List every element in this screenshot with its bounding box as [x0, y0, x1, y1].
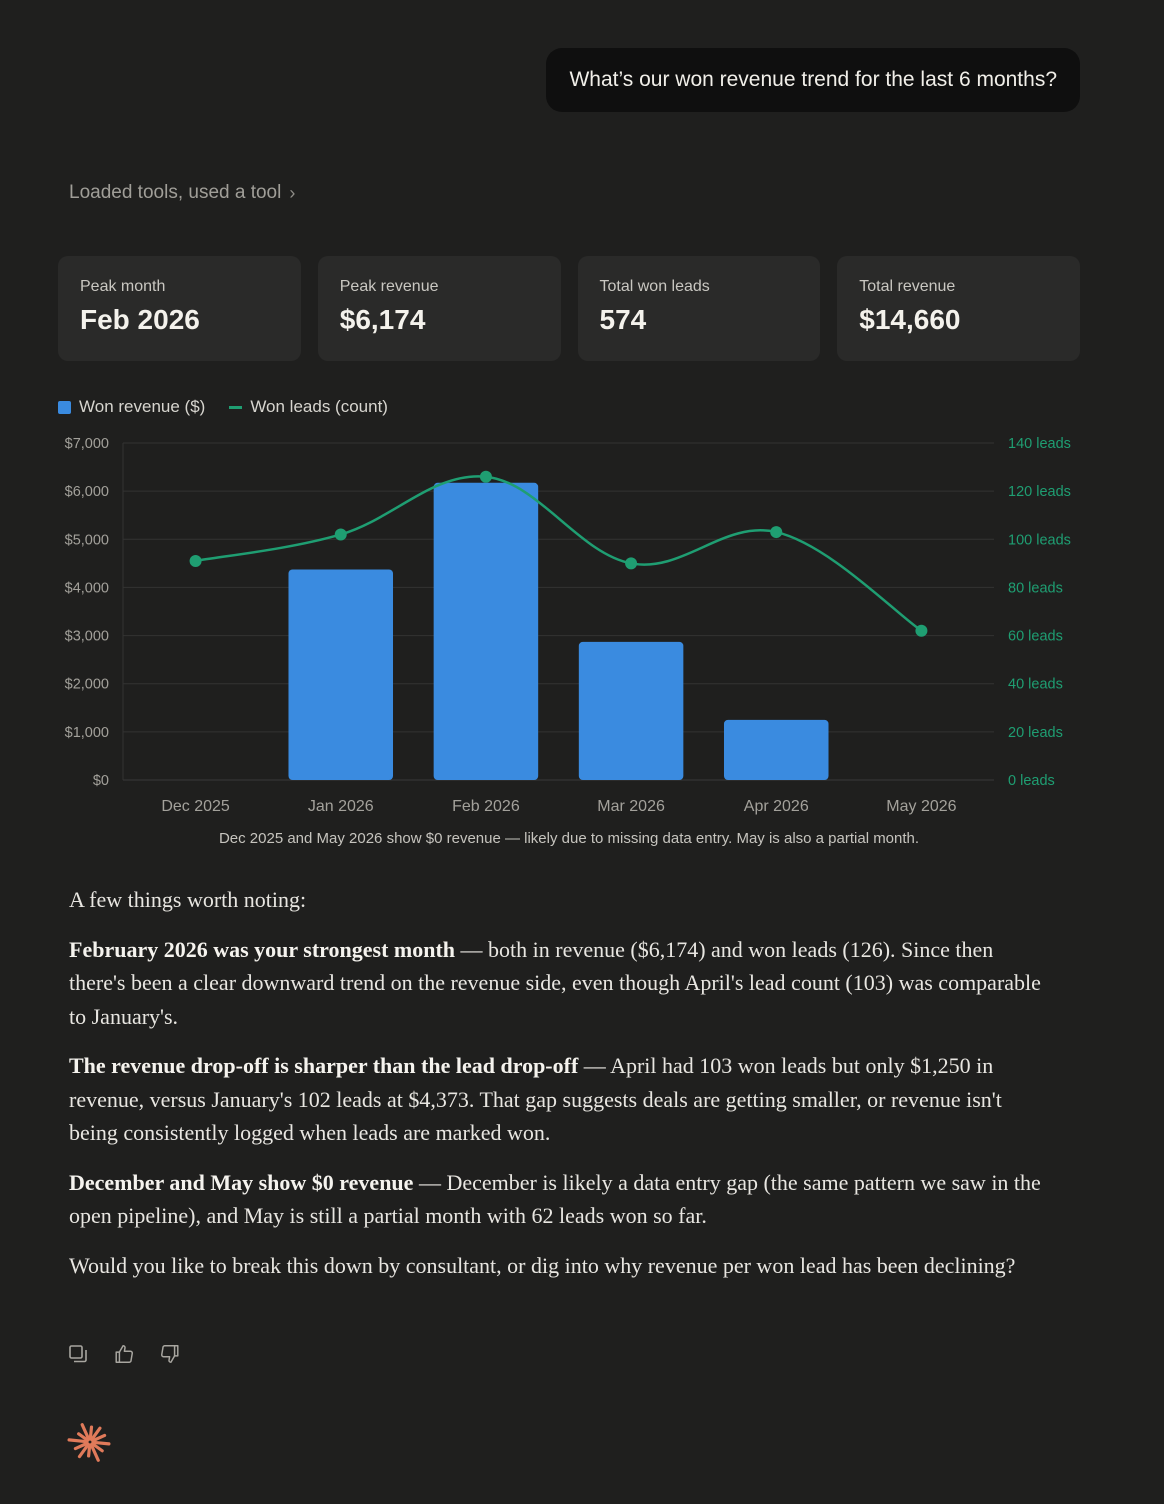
y2-tick-label: 40 leads [1008, 677, 1063, 693]
bar-revenue [723, 719, 829, 780]
bar-revenue [288, 569, 394, 780]
point-leads [334, 528, 347, 541]
legend-leads-label: Won leads (count) [250, 397, 388, 416]
y-tick-label: $0 [93, 773, 109, 789]
kpi-value: Feb 2026 [80, 304, 200, 335]
x-tick-label: Jan 2026 [308, 798, 374, 815]
y2-tick-label: 0 leads [1008, 773, 1055, 789]
y-tick-label: $7,000 [65, 436, 109, 452]
answer-point: December and May show $0 revenue — Decem… [69, 1166, 1044, 1233]
tools-summary-text: Loaded tools, used a tool [69, 182, 282, 203]
assistant-logo-icon [67, 1423, 111, 1462]
logo-ray [88, 1425, 94, 1441]
logo-ray [87, 1443, 92, 1458]
point-leads [625, 557, 638, 570]
answer-point-text: — both in revenue ($6,174) and won leads… [69, 936, 1041, 1029]
bar-revenue [433, 482, 539, 780]
chevron-right-icon: › [289, 182, 296, 203]
x-tick-label: Mar 2026 [597, 798, 665, 815]
kpi-card-total-won-leads: Total won leads 574 [577, 256, 821, 361]
y2-tick-label: 20 leads [1008, 725, 1063, 741]
thumbs-down-button[interactable] [158, 1342, 182, 1366]
y2-tick-label: 120 leads [1008, 484, 1071, 500]
logo-ray [77, 1442, 90, 1459]
user-message-text: What’s our won revenue trend for the las… [569, 68, 1057, 91]
y-tick-label: $5,000 [65, 532, 109, 548]
y-tick-label: $3,000 [65, 629, 109, 645]
y-tick-label: $2,000 [65, 677, 109, 693]
x-tick-label: May 2026 [886, 798, 956, 815]
kpi-label: Peak month [80, 278, 166, 295]
point-leads [189, 554, 202, 567]
kpi-label: Total revenue [859, 278, 956, 295]
answer-point-heading: December and May show $0 revenue [69, 1169, 414, 1195]
chart-legend: Won revenue ($) Won leads (count) [58, 397, 388, 417]
chart-caption: Dec 2025 and May 2026 show $0 revenue — … [218, 830, 920, 847]
thumbs-up-button[interactable] [112, 1342, 136, 1366]
legend-revenue-label: Won revenue ($) [79, 397, 206, 416]
point-leads [770, 526, 783, 539]
point-leads [479, 470, 492, 483]
answer-point: The revenue drop-off is sharper than the… [69, 1049, 1044, 1150]
answer-closing: Would you like to break this down by con… [69, 1252, 1016, 1278]
kpi-label: Peak revenue [339, 278, 439, 295]
answer-point-heading: February 2026 was your strongest month [69, 936, 456, 962]
logo-ray [89, 1443, 100, 1462]
answer-point: February 2026 was your strongest month —… [69, 933, 1044, 1034]
logo-ray [90, 1426, 102, 1442]
x-tick-label: Dec 2025 [161, 798, 230, 815]
copy-button[interactable] [66, 1342, 90, 1366]
kpi-value: 574 [599, 304, 647, 335]
x-tick-label: Feb 2026 [452, 798, 520, 815]
logo-ray [77, 1432, 90, 1442]
logo-ray [91, 1440, 111, 1446]
kpi-value: $14,660 [859, 304, 961, 335]
y2-tick-label: 60 leads [1008, 629, 1063, 645]
kpi-card-peak-revenue: Peak revenue $6,174 [317, 256, 561, 361]
logo-ray [91, 1433, 107, 1443]
revenue-leads-chart: $0 $1,000 $2,000 $3,000 $4,000 $5,000 $6,000 $7… [65, 436, 1071, 815]
y-tick-label: $6,000 [65, 484, 109, 500]
kpi-card-peak-month: Peak month Feb 2026 [58, 256, 301, 361]
kpi-row: Peak month Feb 2026 Peak revenue $6,174 … [58, 256, 1080, 361]
kpi-value: $6,174 [339, 304, 426, 335]
thumbs-up-icon [115, 1345, 133, 1363]
y2-tick-label: 80 leads [1008, 580, 1063, 596]
x-tick-label: Apr 2026 [744, 798, 809, 815]
legend-leads-swatch [229, 405, 243, 409]
assistant-answer: A few things worth noting: February 2026… [69, 883, 1044, 1298]
point-leads [915, 624, 928, 637]
y2-tick-label: 140 leads [1008, 436, 1071, 452]
kpi-card-total-revenue: Total revenue $14,660 [837, 256, 1080, 361]
y-tick-label: $1,000 [65, 725, 109, 741]
legend-revenue-swatch [58, 400, 71, 414]
user-message-bubble: What’s our won revenue trend for the las… [546, 48, 1080, 112]
tools-summary-toggle[interactable]: Loaded tools, used a tool › [69, 182, 295, 204]
answer-point-text: — April had 103 won leads but only $1,25… [69, 1053, 1002, 1145]
logo-ray [67, 1438, 89, 1444]
answer-intro: A few things worth noting: [69, 887, 307, 912]
logo-ray [73, 1441, 89, 1451]
line-leads [195, 475, 923, 632]
logo-ray [80, 1423, 91, 1441]
answer-point-heading: The revenue drop-off is sharper than the… [69, 1053, 579, 1078]
answer-point-text: — December is likely a data entry gap (t… [69, 1169, 1041, 1229]
kpi-label: Total won leads [599, 278, 710, 295]
bar-revenue [578, 641, 684, 780]
copy-icon [69, 1345, 87, 1363]
y-tick-label: $4,000 [65, 580, 109, 596]
y2-tick-label: 100 leads [1008, 532, 1071, 548]
message-actions [66, 1342, 182, 1366]
thumbs-down-icon [161, 1345, 179, 1363]
logo-ray [90, 1442, 104, 1453]
